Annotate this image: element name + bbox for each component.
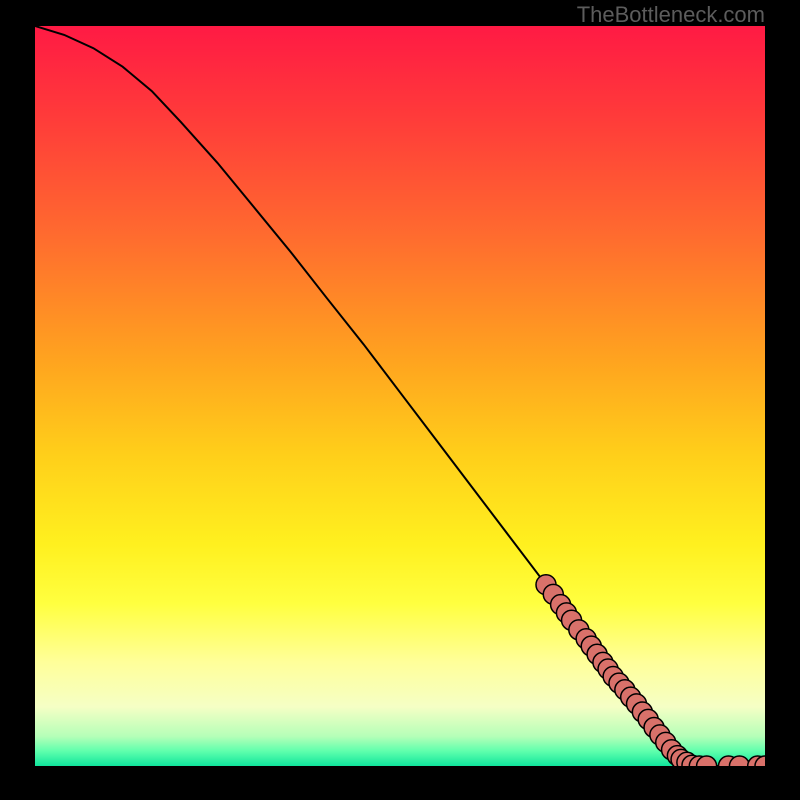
gradient-background bbox=[35, 26, 765, 766]
watermark-text: TheBottleneck.com bbox=[577, 2, 765, 28]
chart-frame: TheBottleneck.com bbox=[0, 0, 800, 800]
plot-area bbox=[35, 26, 765, 766]
